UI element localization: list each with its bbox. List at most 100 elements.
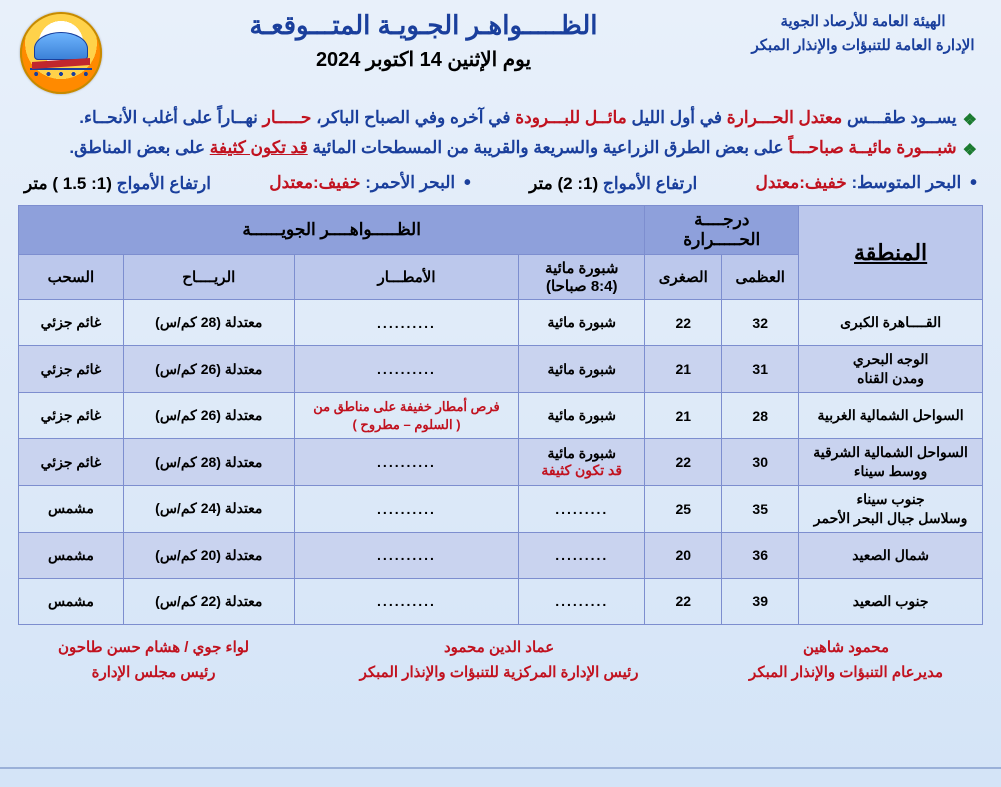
page-title: الظـــــواهـر الجـويـة المتـــوقعـة (250, 10, 598, 41)
sig-1: محمود شاهين مديرعام التنبؤات والإنذار ال… (749, 635, 943, 686)
cell-region: الوجه البحري ومدن القناه (799, 346, 983, 393)
sea-row: • البحر المتوسط: خفيف:معتدل ارتفاع الأمو… (24, 172, 977, 195)
cell-min: 20 (645, 532, 722, 578)
col-rain: الأمطـــار (294, 255, 518, 300)
cell-cloud: مشمس (19, 532, 124, 578)
table-row: شمال الصعيد3620...................معتدلة… (19, 532, 983, 578)
cell-wind: معتدلة (28 كم/س) (123, 439, 294, 486)
cell-wind: معتدلة (28 كم/س) (123, 300, 294, 346)
cell-region: جنوب سيناء وسلاسل جبال البحر الأحمر (799, 485, 983, 532)
sea-red-waves: ارتفاع الأمواج (1: 1.5 ) متر (24, 174, 211, 194)
bullet-2: ❖ شبـــورة مائيــة صباحـــاً على بعض الط… (24, 134, 977, 164)
sig-1-name: محمود شاهين (749, 635, 943, 661)
sig-3: لواء جوي / هشام حسن طاحون رئيس مجلس الإد… (58, 635, 249, 686)
cell-cloud: غائم جزئي (19, 439, 124, 486)
table-row: السواحل الشمالية الغربية2821شبورة مائيةف… (19, 393, 983, 439)
cell-region: القــــاهرة الكبرى (799, 300, 983, 346)
cell-rain: فرص أمطار خفيفة على مناطق من ( السلوم – … (294, 393, 518, 439)
ema-logo-icon (20, 12, 102, 94)
header: الهيئة العامة للأرصاد الجوية الإدارة الع… (18, 10, 983, 96)
org-line2: الإدارة العامة للتنبؤات والإنذار المبكر (743, 34, 983, 58)
sig-3-name: لواء جوي / هشام حسن طاحون (58, 635, 249, 661)
cell-max: 28 (722, 393, 799, 439)
cell-max: 35 (722, 485, 799, 532)
cell-wind: معتدلة (26 كم/س) (123, 393, 294, 439)
cell-min: 21 (645, 346, 722, 393)
cell-fog: شبورة مائية (519, 300, 645, 346)
cell-cloud: غائم جزئي (19, 300, 124, 346)
cell-cloud: مشمس (19, 485, 124, 532)
cell-region: شمال الصعيد (799, 532, 983, 578)
cell-max: 39 (722, 578, 799, 624)
cell-min: 22 (645, 578, 722, 624)
col-min: الصغرى (645, 255, 722, 300)
cell-max: 31 (722, 346, 799, 393)
weather-tbody: القــــاهرة الكبرى3222شبورة مائية.......… (19, 300, 983, 624)
org-line1: الهيئة العامة للأرصاد الجوية (743, 10, 983, 34)
col-cloud: السحب (19, 255, 124, 300)
title-block: الظـــــواهـر الجـويـة المتـــوقعـة يوم … (250, 10, 598, 72)
cell-rain: .......... (294, 300, 518, 346)
cell-rain: .......... (294, 485, 518, 532)
sig-2-title: رئيس الإدارة المركزية للتنبؤات والإنذار … (360, 660, 639, 686)
cell-cloud: غائم جزئي (19, 346, 124, 393)
cell-cloud: مشمس (19, 578, 124, 624)
cell-wind: معتدلة (22 كم/س) (123, 578, 294, 624)
sig-2-name: عماد الدين محمود (360, 635, 639, 661)
cell-min: 22 (645, 300, 722, 346)
cell-region: السواحل الشمالية الشرقية ووسط سيناء (799, 439, 983, 486)
cell-min: 25 (645, 485, 722, 532)
table-row: جنوب سيناء وسلاسل جبال البحر الأحمر3525.… (19, 485, 983, 532)
sea-med: • البحر المتوسط: خفيف:معتدل (756, 172, 978, 195)
cell-cloud: غائم جزئي (19, 393, 124, 439)
bullet-dot-icon: • (966, 172, 977, 194)
table-row: جنوب الصعيد3922...................معتدلة… (19, 578, 983, 624)
cell-fog: ......... (519, 578, 645, 624)
cell-rain: .......... (294, 346, 518, 393)
summary-bullets: ❖ يســود طقـــس معتدل الحـــرارة في أول … (24, 104, 977, 164)
cell-region: السواحل الشمالية الغربية (799, 393, 983, 439)
cell-fog: شبورة مائية (519, 346, 645, 393)
cell-rain: .......... (294, 439, 518, 486)
col-phenomena: الظـــــواهــــر الجويــــــة (19, 206, 645, 255)
cell-min: 22 (645, 439, 722, 486)
cell-max: 30 (722, 439, 799, 486)
bullet-1-text: يســود طقـــس معتدل الحـــرارة في أول ال… (24, 104, 957, 133)
bullet-1: ❖ يســود طقـــس معتدل الحـــرارة في أول … (24, 104, 977, 134)
cell-fog: ......... (519, 485, 645, 532)
table-row: السواحل الشمالية الشرقية ووسط سيناء3022ش… (19, 439, 983, 486)
col-fog: شبورة مائية (8:4 صباحا) (519, 255, 645, 300)
diamond-icon: ❖ (963, 107, 977, 134)
sea-med-waves: ارتفاع الأمواج (1: 2) متر (529, 174, 697, 194)
cell-fog: شبورة مائية (519, 393, 645, 439)
sea-red: • البحر الأحمر: خفيف:معتدل (269, 172, 471, 195)
diamond-icon: ❖ (963, 137, 977, 164)
cell-fog: ......... (519, 532, 645, 578)
bottom-rule (0, 767, 1001, 769)
cell-rain: .......... (294, 532, 518, 578)
cell-wind: معتدلة (26 كم/س) (123, 346, 294, 393)
cell-rain: .......... (294, 578, 518, 624)
org-block: الهيئة العامة للأرصاد الجوية الإدارة الع… (743, 10, 983, 58)
bullet-dot-icon: • (460, 172, 471, 194)
cell-max: 32 (722, 300, 799, 346)
table-row: القــــاهرة الكبرى3222شبورة مائية.......… (19, 300, 983, 346)
col-wind: الريــــاح (123, 255, 294, 300)
sig-2: عماد الدين محمود رئيس الإدارة المركزية ل… (360, 635, 639, 686)
cell-region: جنوب الصعيد (799, 578, 983, 624)
cell-fog: شبورة مائيةقد تكون كثيفة (519, 439, 645, 486)
table-row: الوجه البحري ومدن القناه3121شبورة مائية.… (19, 346, 983, 393)
bullet-2-text: شبـــورة مائيــة صباحـــاً على بعض الطرق… (24, 134, 957, 163)
date-line: يوم الإثنين 14 اكتوبر 2024 (250, 47, 598, 72)
col-max: العظمى (722, 255, 799, 300)
cell-wind: معتدلة (20 كم/س) (123, 532, 294, 578)
sig-3-title: رئيس مجلس الإدارة (58, 660, 249, 686)
footer-signatures: محمود شاهين مديرعام التنبؤات والإنذار ال… (58, 635, 943, 686)
sig-1-title: مديرعام التنبؤات والإنذار المبكر (749, 660, 943, 686)
cell-min: 21 (645, 393, 722, 439)
col-temp: درجــــة الحـــــرارة (645, 206, 799, 255)
cell-wind: معتدلة (24 كم/س) (123, 485, 294, 532)
logo-wrap (18, 10, 104, 96)
weather-table: المنطقة درجــــة الحـــــرارة الظـــــوا… (18, 205, 983, 624)
col-region: المنطقة (799, 206, 983, 300)
